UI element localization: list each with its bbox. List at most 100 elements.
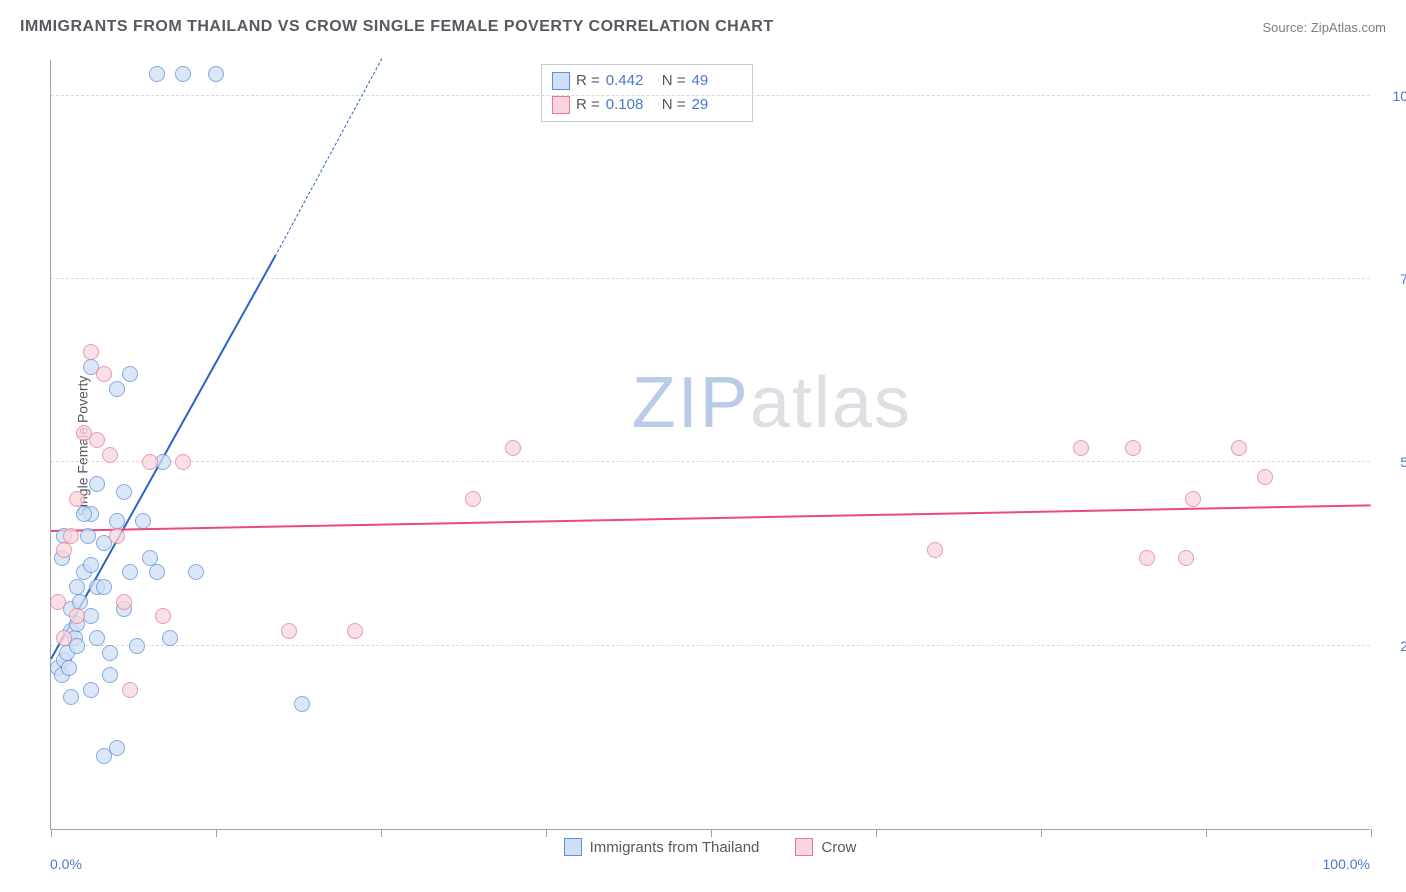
- data-point: [69, 491, 85, 507]
- y-tick-label: 75.0%: [1380, 271, 1406, 287]
- gridline: [51, 461, 1370, 462]
- data-point: [63, 528, 79, 544]
- data-point: [135, 513, 151, 529]
- data-point: [281, 623, 297, 639]
- data-point: [142, 550, 158, 566]
- data-point: [102, 645, 118, 661]
- data-point: [76, 506, 92, 522]
- gridline: [51, 95, 1370, 96]
- data-point: [1257, 469, 1273, 485]
- x-tick: [381, 829, 382, 837]
- data-point: [69, 579, 85, 595]
- data-point: [109, 513, 125, 529]
- legend-n-label: N =: [662, 69, 686, 93]
- x-tick: [1371, 829, 1372, 837]
- data-point: [155, 608, 171, 624]
- data-point: [1073, 440, 1089, 456]
- data-point: [109, 381, 125, 397]
- legend-swatch: [564, 838, 582, 856]
- x-tick: [51, 829, 52, 837]
- chart-header: IMMIGRANTS FROM THAILAND VS CROW SINGLE …: [20, 18, 1386, 36]
- data-point: [1231, 440, 1247, 456]
- legend-swatch: [552, 72, 570, 90]
- trend-line: [51, 504, 1371, 532]
- trend-line-extrapolated: [275, 58, 383, 256]
- data-point: [505, 440, 521, 456]
- legend-swatch: [795, 838, 813, 856]
- data-point: [96, 579, 112, 595]
- watermark-zip: ZIP: [632, 363, 750, 443]
- data-point: [116, 594, 132, 610]
- watermark-atlas: atlas: [750, 363, 912, 443]
- legend-r-label: R =: [576, 93, 600, 117]
- data-point: [50, 594, 66, 610]
- legend-swatch: [552, 96, 570, 114]
- data-point: [83, 682, 99, 698]
- data-point: [109, 528, 125, 544]
- data-point: [175, 66, 191, 82]
- y-tick-label: 50.0%: [1380, 454, 1406, 470]
- data-point: [89, 476, 105, 492]
- chart-title: IMMIGRANTS FROM THAILAND VS CROW SINGLE …: [20, 18, 774, 36]
- data-point: [61, 660, 77, 676]
- data-point: [89, 630, 105, 646]
- watermark: ZIPatlas: [632, 362, 912, 444]
- legend-item: Crow: [795, 838, 856, 856]
- data-point: [72, 594, 88, 610]
- data-point: [294, 696, 310, 712]
- data-point: [102, 667, 118, 683]
- data-point: [122, 564, 138, 580]
- x-tick: [546, 829, 547, 837]
- legend-bottom: Immigrants from Thailand Crow: [50, 838, 1370, 860]
- data-point: [56, 630, 72, 646]
- data-point: [116, 484, 132, 500]
- data-point: [149, 66, 165, 82]
- legend-r-value: 0.442: [606, 69, 656, 93]
- y-tick-label: 100.0%: [1380, 88, 1406, 104]
- x-tick: [1206, 829, 1207, 837]
- data-point: [465, 491, 481, 507]
- data-point: [142, 454, 158, 470]
- data-point: [1139, 550, 1155, 566]
- data-point: [122, 366, 138, 382]
- data-point: [89, 432, 105, 448]
- data-point: [1125, 440, 1141, 456]
- data-point: [83, 344, 99, 360]
- data-point: [1185, 491, 1201, 507]
- data-point: [56, 542, 72, 558]
- legend-r-label: R =: [576, 69, 600, 93]
- gridline: [51, 645, 1370, 646]
- data-point: [96, 366, 112, 382]
- data-point: [122, 682, 138, 698]
- x-tick: [1041, 829, 1042, 837]
- data-point: [188, 564, 204, 580]
- scatter-plot-area: ZIPatlas R =0.442N =49R =0.108N =29 25.0…: [50, 60, 1370, 830]
- data-point: [208, 66, 224, 82]
- data-point: [80, 528, 96, 544]
- data-point: [175, 454, 191, 470]
- data-point: [109, 740, 125, 756]
- data-point: [129, 638, 145, 654]
- chart-source: Source: ZipAtlas.com: [1262, 20, 1386, 35]
- data-point: [149, 564, 165, 580]
- legend-r-value: 0.108: [606, 93, 656, 117]
- legend-n-label: N =: [662, 93, 686, 117]
- legend-item: Immigrants from Thailand: [564, 838, 760, 856]
- legend-series-name: Crow: [821, 839, 856, 856]
- data-point: [927, 542, 943, 558]
- legend-top: R =0.442N =49R =0.108N =29: [541, 64, 753, 122]
- data-point: [347, 623, 363, 639]
- y-tick-label: 25.0%: [1380, 638, 1406, 654]
- x-tick: [876, 829, 877, 837]
- x-tick: [216, 829, 217, 837]
- data-point: [1178, 550, 1194, 566]
- legend-n-value: 49: [692, 69, 742, 93]
- legend-stats-row: R =0.442N =49: [552, 69, 742, 93]
- gridline: [51, 278, 1370, 279]
- legend-series-name: Immigrants from Thailand: [590, 839, 760, 856]
- data-point: [162, 630, 178, 646]
- x-tick: [711, 829, 712, 837]
- data-point: [69, 608, 85, 624]
- legend-stats-row: R =0.108N =29: [552, 93, 742, 117]
- data-point: [83, 557, 99, 573]
